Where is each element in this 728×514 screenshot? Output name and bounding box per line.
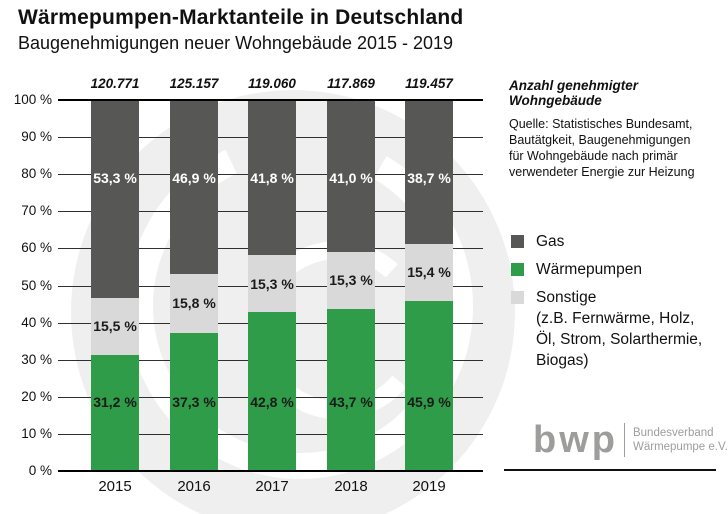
org-line: Wärmepumpe e.V. <box>632 441 728 453</box>
org-line: Bundesverband <box>632 427 714 439</box>
x-axis-tick-label-2019: 2019 <box>412 478 446 495</box>
y-axis-tick-label: 0 % <box>28 463 52 478</box>
bar-segment-wärmepumpen-2016 <box>170 332 218 471</box>
y-axis-tick-label: 90 % <box>21 129 52 144</box>
y-axis-tick-label: 70 % <box>21 203 52 218</box>
page-title: Wärmepumpen-Marktanteile in Deutschland <box>18 6 464 29</box>
bar-label-wärmepumpen-2015: 31,2 % <box>93 394 137 410</box>
bar-segment-gas-2015 <box>91 100 139 298</box>
y-axis-tick-label: 10 % <box>21 426 52 441</box>
bar-label-gas-2019: 38,7 % <box>407 170 451 186</box>
bwp-logo-text: bwp <box>533 419 618 461</box>
legend-label-sub: (z.B. Fernwärme, Holz, Öl, Strom, Solart… <box>536 310 703 369</box>
y-axis-tick-label: 30 % <box>21 352 52 367</box>
bar-label-gas-2017: 41,8 % <box>250 170 294 186</box>
sonstige-swatch-icon <box>511 291 524 304</box>
bar-label-wärmepumpen-2016: 37,3 % <box>172 394 216 410</box>
bar-segment-gas-2017 <box>248 100 296 256</box>
gridline-100 <box>58 99 483 101</box>
source-line: für Wohngebäude nach primär <box>509 149 678 163</box>
bar-segment-sonstige-2017 <box>248 255 296 313</box>
legend-item-sonstige: Sonstige (z.B. Fernwärme, Holz, Öl, Stro… <box>509 287 714 371</box>
bar-label-gas-2016: 46,9 % <box>172 170 216 186</box>
bar-segment-wärmepumpen-2018 <box>327 308 375 471</box>
bar-segment-sonstige-2018 <box>327 252 375 309</box>
total-label-2018: 117.869 <box>327 76 375 91</box>
bar-label-sonstige-2018: 15,3 % <box>329 272 373 288</box>
bar-segment-sonstige-2015 <box>91 297 139 356</box>
total-label-2016: 125.157 <box>169 76 219 91</box>
x-axis-tick-label-2017: 2017 <box>255 478 289 495</box>
legend: Gas Wärmepumpen Sonstige (z.B. Fernwärme… <box>509 231 714 378</box>
legend-label: Wärmepumpen <box>536 261 642 278</box>
y-axis-tick-label: 20 % <box>21 389 52 404</box>
bar-segment-gas-2016 <box>170 100 218 274</box>
bar-label-gas-2018: 41,0 % <box>329 170 373 186</box>
legend-label: Sonstige (z.B. Fernwärme, Holz, Öl, Stro… <box>536 287 714 371</box>
bar-segment-sonstige-2019 <box>405 243 453 301</box>
gridline-0 <box>58 470 483 472</box>
y-axis-tick-label: 40 % <box>21 315 52 330</box>
bwp-logo-org: Bundesverband Wärmepumpe e.V. <box>633 426 728 454</box>
bar-segment-wärmepumpen-2017 <box>248 312 296 471</box>
total-label-2019: 119.457 <box>405 76 453 91</box>
bar-label-sonstige-2017: 15,3 % <box>250 276 294 292</box>
x-axis-tick-label-2015: 2015 <box>98 478 132 495</box>
source-line: Quelle: Statistisches Bundesamt, <box>509 117 693 131</box>
bar-segment-gas-2018 <box>327 100 375 253</box>
x-axis-tick-label-2016: 2016 <box>177 478 211 495</box>
bar-segment-wärmepumpen-2015 <box>91 355 139 471</box>
y-axis-tick-label: 80 % <box>21 166 52 181</box>
bar-label-sonstige-2019: 15,4 % <box>407 264 451 280</box>
source-line: Bautätgkeit, Baugenehmigungen <box>509 133 691 147</box>
bwp-logo: bwp Bundesverband Wärmepumpe e.V. <box>533 421 728 459</box>
bar-label-wärmepumpen-2018: 43,7 % <box>329 394 373 410</box>
legend-label: Gas <box>536 233 565 250</box>
page-subtitle: Baugenehmigungen neuer Wohngebäude 2015 … <box>18 33 454 53</box>
total-label-2015: 120.771 <box>90 76 140 91</box>
y-axis-tick-label: 50 % <box>21 278 52 293</box>
gas-swatch-icon <box>511 235 524 248</box>
x-axis-tick-label-2018: 2018 <box>334 478 368 495</box>
logo-divider <box>623 423 625 457</box>
axis-note: Anzahl genehmigter Wohngebäude <box>509 78 639 108</box>
bar-label-gas-2015: 53,3 % <box>93 170 137 186</box>
legend-item-waermepumpen: Wärmepumpen <box>509 259 714 280</box>
source-text: Quelle: Statistisches Bundesamt, Bautätg… <box>509 116 723 180</box>
total-label-2017: 119.060 <box>248 76 296 91</box>
bar-segment-gas-2019 <box>405 100 453 244</box>
bar-segment-sonstige-2016 <box>170 273 218 333</box>
bar-label-sonstige-2016: 15,8 % <box>172 295 216 311</box>
source-line: verwendeter Energie zur Heizung <box>509 165 695 179</box>
y-axis-tick-label: 100 % <box>13 92 52 107</box>
bar-label-sonstige-2015: 15,5 % <box>93 318 137 334</box>
bar-label-wärmepumpen-2019: 45,9 % <box>407 394 451 410</box>
waermepumpen-swatch-icon <box>511 263 524 276</box>
legend-label-main: Sonstige <box>536 289 597 306</box>
bar-segment-wärmepumpen-2019 <box>405 300 453 471</box>
bar-label-wärmepumpen-2017: 42,8 % <box>250 394 294 410</box>
y-axis-tick-label: 60 % <box>21 240 52 255</box>
footer-rule <box>504 469 716 471</box>
legend-item-gas: Gas <box>509 231 714 252</box>
